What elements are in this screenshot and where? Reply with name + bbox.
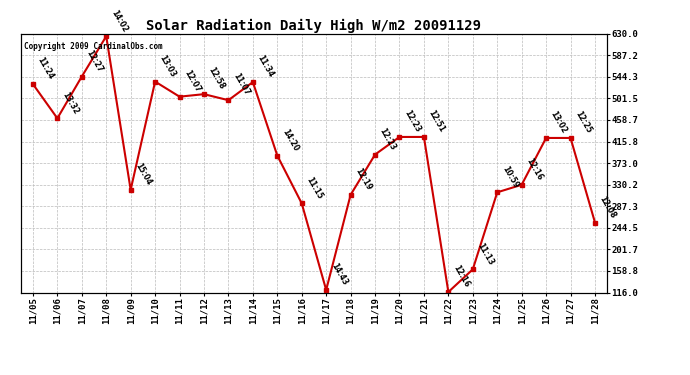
- Text: 12:27: 12:27: [85, 48, 104, 74]
- Text: 13:32: 13:32: [60, 90, 80, 116]
- Text: 12:08: 12:08: [598, 194, 618, 220]
- Text: Copyright 2009 CardinalObs.com: Copyright 2009 CardinalObs.com: [23, 42, 162, 51]
- Text: 12:19: 12:19: [353, 166, 373, 192]
- Text: 11:07: 11:07: [231, 72, 251, 98]
- Text: 11:13: 11:13: [475, 241, 495, 267]
- Text: 14:20: 14:20: [280, 128, 300, 153]
- Text: 14:43: 14:43: [329, 262, 349, 287]
- Text: 11:34: 11:34: [255, 54, 275, 79]
- Text: 11:15: 11:15: [304, 176, 324, 201]
- Text: 12:23: 12:23: [402, 109, 422, 134]
- Text: 12:25: 12:25: [573, 110, 593, 135]
- Text: 11:24: 11:24: [36, 56, 56, 81]
- Text: 12:58: 12:58: [207, 66, 226, 92]
- Text: 13:03: 13:03: [158, 53, 178, 79]
- Text: 13:02: 13:02: [549, 110, 569, 135]
- Text: 12:07: 12:07: [182, 68, 202, 94]
- Text: 12:16: 12:16: [524, 157, 544, 182]
- Text: 15:04: 15:04: [133, 162, 153, 187]
- Text: 14:02: 14:02: [109, 8, 129, 33]
- Text: 12:51: 12:51: [426, 109, 446, 134]
- Text: 12:16: 12:16: [451, 264, 471, 289]
- Text: 10:59: 10:59: [500, 164, 520, 189]
- Title: Solar Radiation Daily High W/m2 20091129: Solar Radiation Daily High W/m2 20091129: [146, 18, 482, 33]
- Text: 12:23: 12:23: [378, 126, 397, 152]
